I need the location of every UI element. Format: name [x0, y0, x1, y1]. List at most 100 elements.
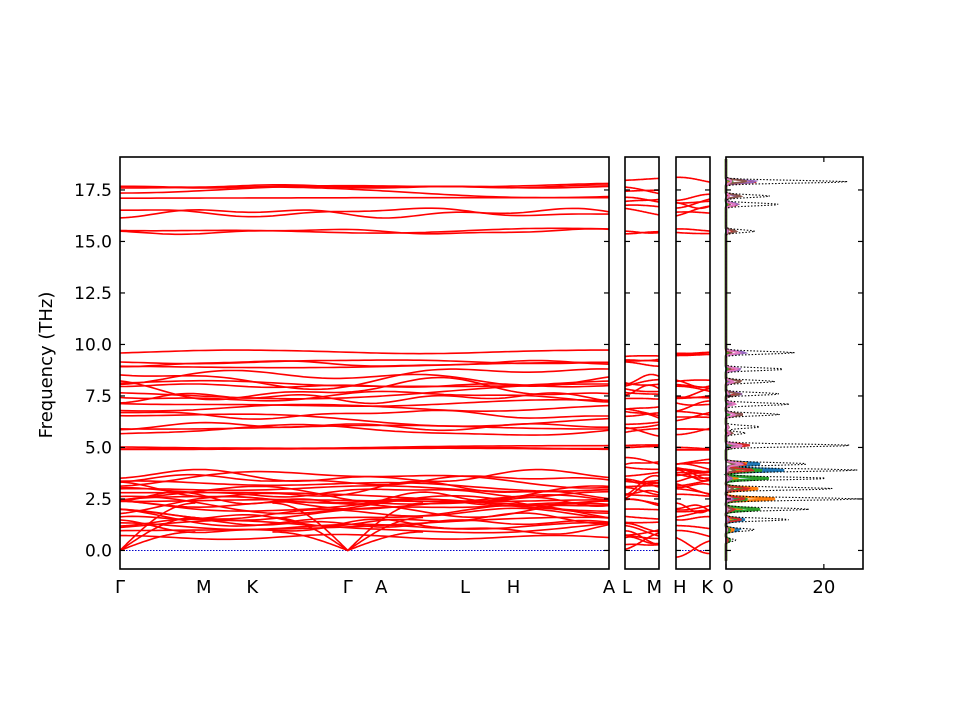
y-tick-label: 12.5 [74, 284, 112, 304]
phonon-band [676, 176, 710, 183]
high-symmetry-label-M: M [646, 577, 662, 598]
phonon-band [625, 515, 659, 520]
phonon-band [625, 196, 659, 203]
phonon-band [625, 444, 659, 447]
phonon-band [120, 403, 609, 412]
high-symmetry-label-Γ: Γ [343, 577, 353, 598]
phonon-band [625, 471, 659, 477]
phonon-band [625, 207, 659, 216]
phonon-band [676, 469, 710, 473]
phonon-band [676, 395, 710, 400]
phonon-band [120, 493, 609, 510]
phonon-band [676, 540, 710, 558]
phonon-band [625, 387, 659, 393]
phonon-band [625, 478, 659, 488]
phonon-band [120, 491, 609, 507]
phonon-band [676, 493, 710, 497]
band-panel-2-frame [624, 156, 660, 570]
phonon-band [120, 361, 609, 369]
y-tick-label: 0.0 [85, 541, 112, 561]
phonon-band [120, 379, 609, 388]
phonon-band [120, 207, 609, 218]
phonon-band [625, 230, 659, 234]
phonon-band [120, 512, 609, 527]
phonon-band [676, 385, 710, 393]
phonon-band [625, 358, 659, 362]
phonon-band [676, 502, 710, 514]
phonon-band [625, 373, 659, 385]
phonon-band [625, 421, 659, 426]
dos-panel: 0 20 [722, 157, 859, 598]
phonon-band [120, 498, 609, 503]
y-tick-label: 15.0 [74, 232, 112, 252]
phonon-band [120, 446, 609, 450]
band-panel-2 [625, 177, 659, 551]
phonon-band [625, 522, 659, 533]
phonon-band [120, 182, 609, 194]
phonon-band [676, 504, 710, 513]
high-symmetry-label-L: L [622, 577, 632, 598]
phonon-band [676, 536, 710, 555]
band-panel-3-frame [675, 156, 711, 570]
phonon-band [120, 424, 609, 430]
phonon-band [625, 186, 659, 195]
y-tick-label: 7.5 [85, 387, 112, 407]
phonon-band [625, 397, 659, 400]
phonon-band [120, 207, 609, 219]
phonon-band [625, 355, 659, 358]
phonon-band [676, 467, 710, 482]
phonon-band [676, 228, 710, 232]
phonon-band [625, 198, 659, 203]
phonon-band [625, 423, 659, 430]
phonon-band [676, 483, 710, 489]
phonon-band [676, 351, 710, 355]
phonon-band [625, 494, 659, 498]
high-symmetry-label-K: K [701, 577, 714, 598]
phonon-band [676, 458, 710, 466]
phonon-band [120, 491, 609, 508]
phonon-band [625, 406, 659, 410]
phonon-band [676, 428, 710, 431]
phonon-band [625, 445, 659, 449]
phonon-band [625, 381, 659, 386]
band-panel-1 [120, 182, 609, 552]
band-lines [625, 177, 659, 551]
phonon-band [120, 349, 609, 355]
phonon-band [676, 198, 710, 209]
phonon-band [625, 543, 659, 546]
phonon-band [676, 193, 710, 202]
phonon-band [120, 497, 609, 509]
phonon-band [625, 361, 659, 367]
phonon-band [676, 471, 710, 474]
high-symmetry-label-H: H [673, 577, 687, 598]
phonon-band [120, 533, 609, 541]
phonon-band [676, 200, 710, 204]
y-tick-label: 10.0 [74, 335, 112, 355]
phonon-band [120, 480, 609, 492]
phonon-band [120, 519, 609, 534]
phonon-band [625, 508, 659, 511]
phonon-band [676, 529, 710, 538]
plot-area: 0.02.55.07.510.012.515.017.5Γ M K Γ A L H A L M H K… [74, 156, 864, 598]
phonon-band [625, 521, 659, 524]
y-axis-label: Frequency (THz) [36, 292, 57, 439]
acoustic-branch [120, 531, 196, 552]
phonon-band [625, 177, 659, 182]
phonon-band [625, 204, 659, 208]
phonon-band [120, 518, 609, 528]
phonon-band [676, 231, 710, 235]
high-symmetry-label-A: A [375, 577, 388, 598]
phonon-band [120, 485, 609, 493]
band-panel-1-frame [119, 156, 610, 570]
phonon-band [625, 498, 659, 507]
phonon-band [625, 412, 659, 418]
phonon-band [120, 227, 609, 234]
high-symmetry-label-A: A [603, 577, 616, 598]
y-tick-label: 17.5 [74, 181, 112, 201]
phonon-band [625, 408, 659, 417]
band-lines [676, 176, 710, 558]
high-symmetry-label-L: L [460, 577, 470, 598]
phonon-band [120, 376, 609, 401]
high-symmetry-label-M: M [196, 577, 212, 598]
dos-panel-frame [725, 156, 864, 570]
